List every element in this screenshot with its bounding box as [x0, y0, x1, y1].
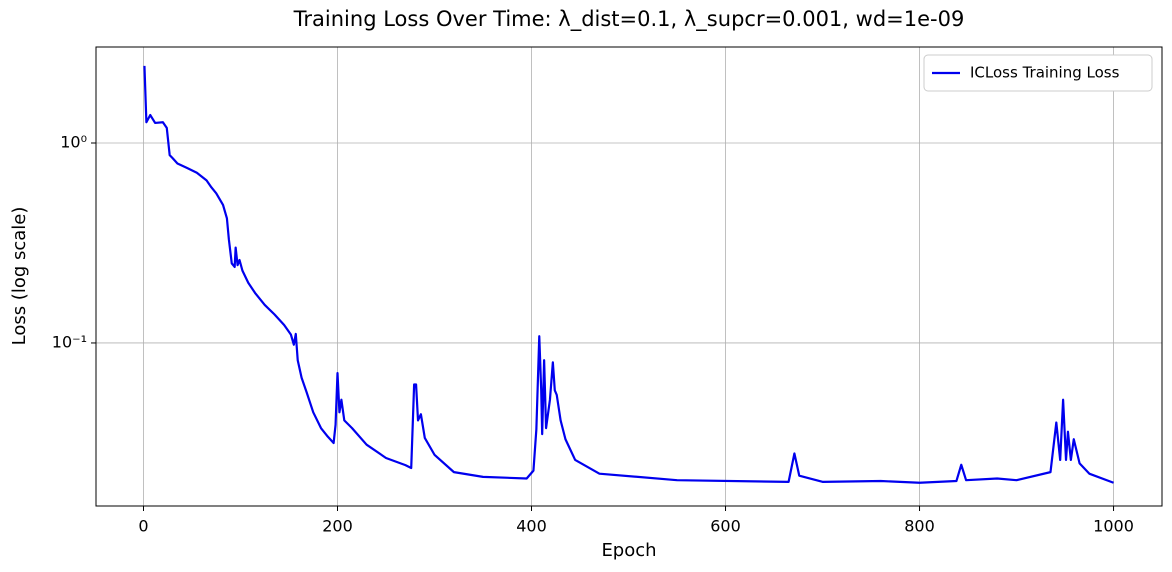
legend-box — [923, 54, 1153, 92]
y-axis-label: Loss (log scale) — [9, 207, 30, 346]
chart-title: Training Loss Over Time: λ_dist=0.1, λ_s… — [293, 7, 965, 32]
legend-label: ICLoss Training Loss — [970, 64, 1120, 82]
y-tick-label: 10⁰ — [60, 132, 87, 151]
line-series — [143, 65, 1114, 484]
x-tick-label: 1000 — [1093, 517, 1134, 536]
x-tick-label: 400 — [516, 517, 547, 536]
y-tick-label: 10⁻¹ — [52, 332, 87, 351]
plot-frame — [95, 46, 1163, 507]
x-tick-label: 0 — [138, 517, 148, 536]
x-axis-label: Epoch — [601, 540, 656, 561]
x-tick-label: 800 — [904, 517, 935, 536]
x-tick-label: 200 — [322, 517, 353, 536]
x-tick-label: 600 — [710, 517, 741, 536]
